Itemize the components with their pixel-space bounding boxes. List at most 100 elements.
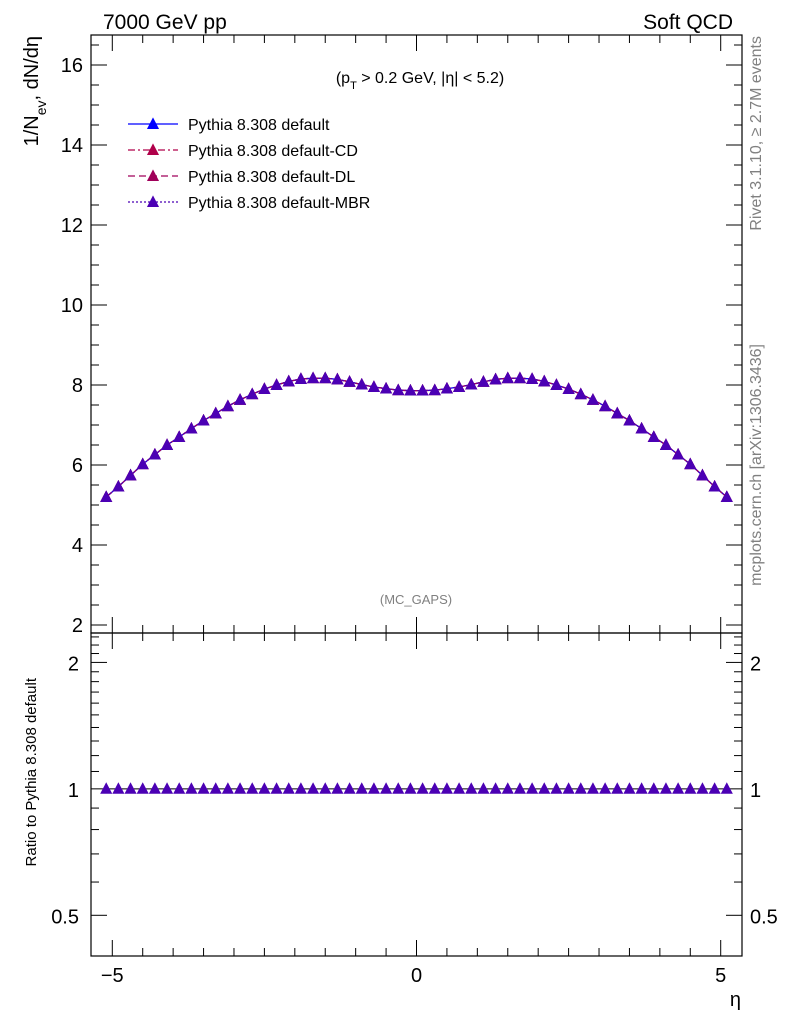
series-3 bbox=[100, 371, 733, 502]
data-point bbox=[319, 371, 332, 384]
data-point bbox=[526, 372, 539, 384]
data-point bbox=[562, 382, 575, 394]
data-point bbox=[538, 374, 551, 387]
header-left: 7000 GeV pp bbox=[103, 11, 227, 34]
x-tick-label: −5 bbox=[101, 965, 124, 987]
ratio-point bbox=[148, 782, 161, 794]
data-point bbox=[599, 399, 612, 412]
data-point bbox=[635, 422, 648, 434]
y-tick-label: 12 bbox=[61, 215, 83, 237]
data-point bbox=[477, 375, 490, 387]
data-point bbox=[501, 371, 514, 384]
plot-subtitle: (pT > 0.2 GeV, |η| < 5.2) bbox=[336, 70, 504, 92]
ratio-y-tick-label: 1 bbox=[68, 780, 79, 802]
ratio-y-tick-label: 2 bbox=[68, 653, 79, 675]
x-axis-label: η bbox=[730, 989, 741, 1011]
data-point bbox=[209, 406, 222, 419]
ratio-point bbox=[282, 782, 295, 794]
ratio-point bbox=[586, 782, 599, 794]
ratio-point bbox=[574, 782, 587, 794]
ratio-point bbox=[404, 782, 417, 794]
ratio-point bbox=[270, 782, 283, 794]
data-point bbox=[404, 384, 417, 396]
ratio-series bbox=[100, 782, 733, 794]
data-point bbox=[148, 448, 161, 460]
data-point bbox=[574, 387, 587, 400]
data-point bbox=[416, 384, 429, 396]
ratio-point bbox=[343, 782, 356, 794]
ratio-y-axis-label: Ratio to Pythia 8.308 default bbox=[23, 677, 40, 866]
data-point bbox=[343, 375, 356, 387]
legend: Pythia 8.308 default Pythia 8.308 default… bbox=[128, 117, 370, 212]
data-point bbox=[367, 380, 380, 392]
data-point bbox=[173, 430, 186, 442]
data-point bbox=[355, 378, 368, 390]
data-point bbox=[100, 490, 113, 502]
series-line bbox=[105, 377, 728, 498]
ratio-point bbox=[684, 782, 697, 794]
data-point bbox=[294, 372, 307, 384]
y-tick-label: 4 bbox=[72, 535, 83, 557]
ratio-point bbox=[708, 782, 721, 794]
data-point bbox=[392, 383, 405, 396]
ratio-point bbox=[635, 782, 648, 794]
ratio-point bbox=[221, 782, 234, 794]
ratio-point bbox=[672, 782, 685, 794]
data-point bbox=[331, 372, 344, 385]
ratio-point bbox=[173, 782, 186, 794]
ratio-point bbox=[258, 782, 271, 794]
ratio-point bbox=[185, 782, 198, 794]
legend-marker-icon bbox=[146, 117, 160, 129]
x-tick-label: 0 bbox=[411, 965, 422, 987]
ratio-point bbox=[319, 782, 332, 794]
series-line bbox=[105, 377, 728, 498]
ratio-point bbox=[307, 782, 320, 794]
y-tick-label: 2 bbox=[72, 615, 83, 637]
ratio-point bbox=[197, 782, 210, 794]
ratio-point bbox=[696, 782, 709, 794]
ratio-y-tick-label-right: 2 bbox=[750, 653, 761, 675]
data-point bbox=[234, 393, 247, 405]
ratio-point bbox=[440, 782, 453, 794]
data-point bbox=[684, 457, 697, 470]
ratio-point bbox=[124, 782, 137, 794]
ratio-point bbox=[246, 782, 259, 794]
main-series bbox=[100, 371, 733, 502]
data-point bbox=[623, 414, 636, 426]
data-point bbox=[185, 422, 198, 434]
rivet-version-text: Rivet 3.1.10, ≥ 2.7M events bbox=[748, 36, 765, 231]
legend-entry-label: Pythia 8.308 default-MBR bbox=[188, 195, 370, 212]
ratio-y-tick-label-right: 1 bbox=[750, 780, 761, 802]
ratio-point bbox=[112, 782, 125, 794]
ratio-point bbox=[477, 782, 490, 794]
data-point bbox=[270, 378, 283, 390]
ratio-point bbox=[331, 782, 344, 794]
y-tick-label: 14 bbox=[61, 135, 83, 157]
data-point bbox=[513, 371, 526, 384]
data-point bbox=[380, 382, 393, 394]
ratio-point bbox=[136, 782, 149, 794]
main-ticks: 2 4 6 8 10 12 14 16 bbox=[61, 35, 742, 637]
data-point bbox=[696, 468, 709, 481]
ratio-point bbox=[416, 782, 429, 794]
y-tick-label: 6 bbox=[72, 455, 83, 477]
series-line bbox=[105, 377, 728, 498]
data-point bbox=[465, 378, 478, 390]
ratio-point bbox=[599, 782, 612, 794]
data-point bbox=[440, 382, 453, 394]
ratio-point bbox=[234, 782, 247, 794]
ratio-y-tick-label-right: 0.5 bbox=[750, 906, 778, 928]
data-point bbox=[197, 414, 210, 426]
ratio-point bbox=[355, 782, 368, 794]
y-tick-label: 10 bbox=[61, 295, 83, 317]
ratio-point bbox=[623, 782, 636, 794]
series-line bbox=[105, 377, 728, 498]
ratio-y-tick-label: 0.5 bbox=[51, 906, 79, 928]
legend-marker-icon bbox=[146, 195, 160, 207]
data-point bbox=[611, 406, 624, 419]
ratio-point bbox=[720, 782, 733, 794]
data-point bbox=[258, 382, 271, 394]
legend-marker-icon bbox=[146, 143, 160, 155]
y-tick-label: 16 bbox=[61, 55, 83, 77]
